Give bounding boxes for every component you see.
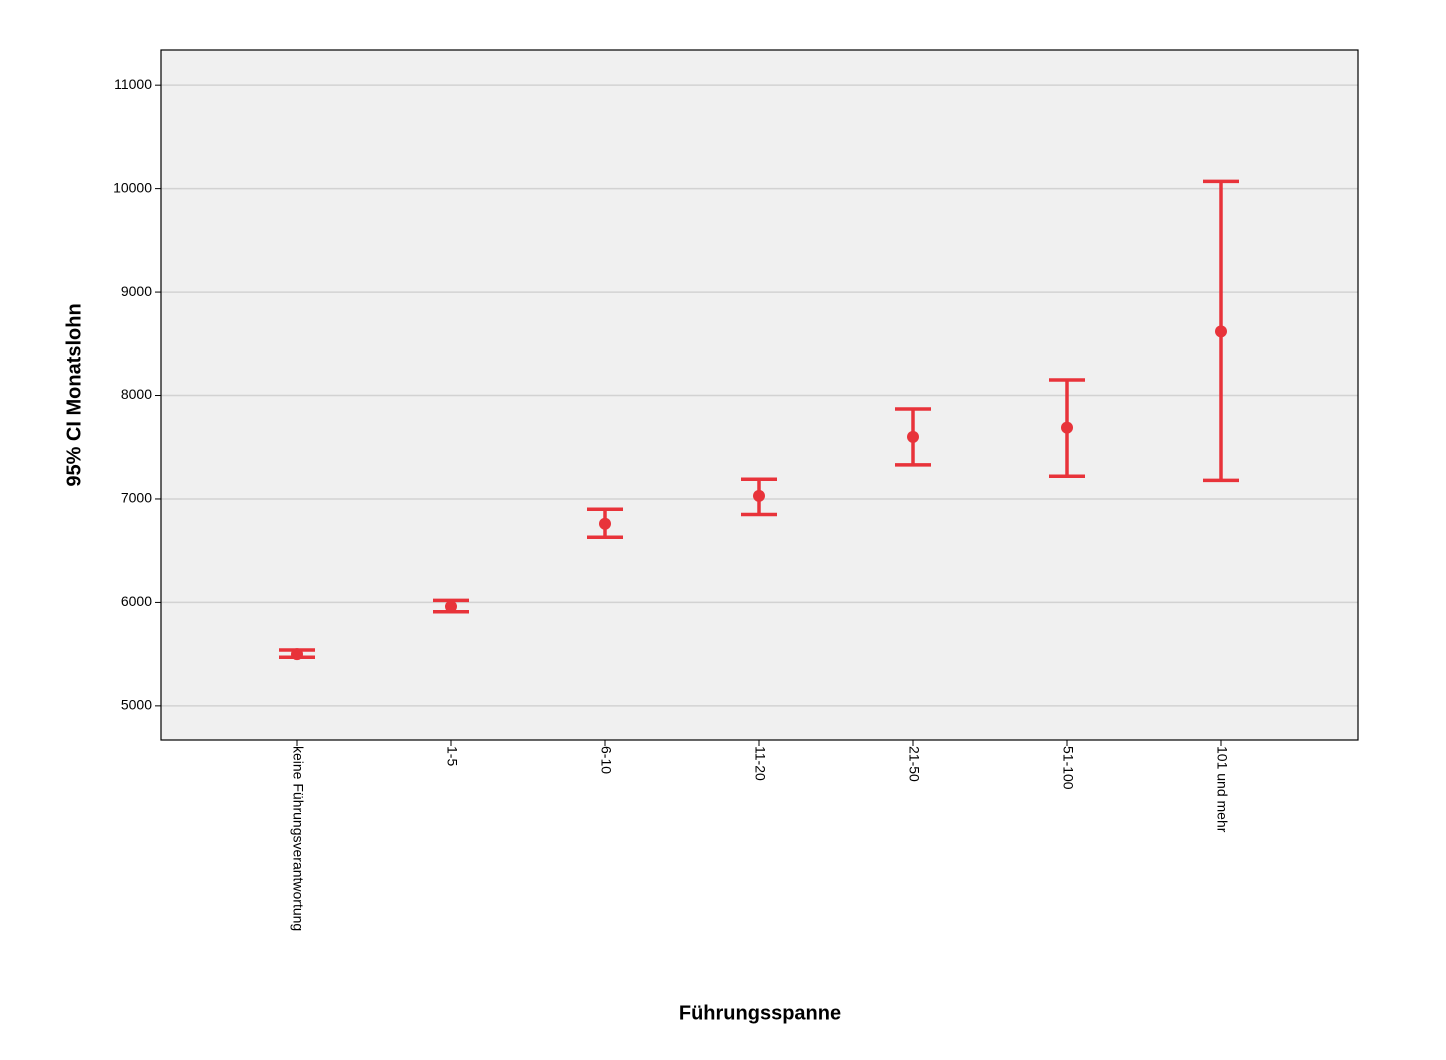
y-tick-label: 8000 <box>121 386 152 402</box>
mean-point <box>1215 325 1227 338</box>
y-tick-label: 6000 <box>121 593 152 609</box>
x-tick-label: 51-100 <box>1060 746 1076 790</box>
mean-point <box>599 517 611 530</box>
y-tick-label: 9000 <box>121 283 152 299</box>
x-tick-label: 21-50 <box>906 746 922 782</box>
x-tick-label: 1-5 <box>444 746 460 766</box>
mean-point <box>445 600 457 613</box>
y-axis-title: 95% CI Monatslohn <box>63 303 85 486</box>
y-tick-label: 7000 <box>121 490 152 506</box>
y-tick-label: 10000 <box>113 179 152 195</box>
x-tick-label: 6-10 <box>598 746 614 774</box>
x-tick-label: 101 und mehr <box>1214 746 1230 833</box>
mean-point <box>907 430 919 443</box>
x-tick-label: 11-20 <box>752 746 768 781</box>
x-axis-title: Führungsspanne <box>679 1002 841 1024</box>
mean-point <box>1061 421 1073 434</box>
y-tick-label: 5000 <box>121 697 152 713</box>
y-tick-label: 11000 <box>114 76 152 92</box>
mean-point <box>291 648 303 661</box>
mean-point <box>753 489 765 502</box>
x-tick-label: keine Führungsverantwortung <box>290 746 306 931</box>
